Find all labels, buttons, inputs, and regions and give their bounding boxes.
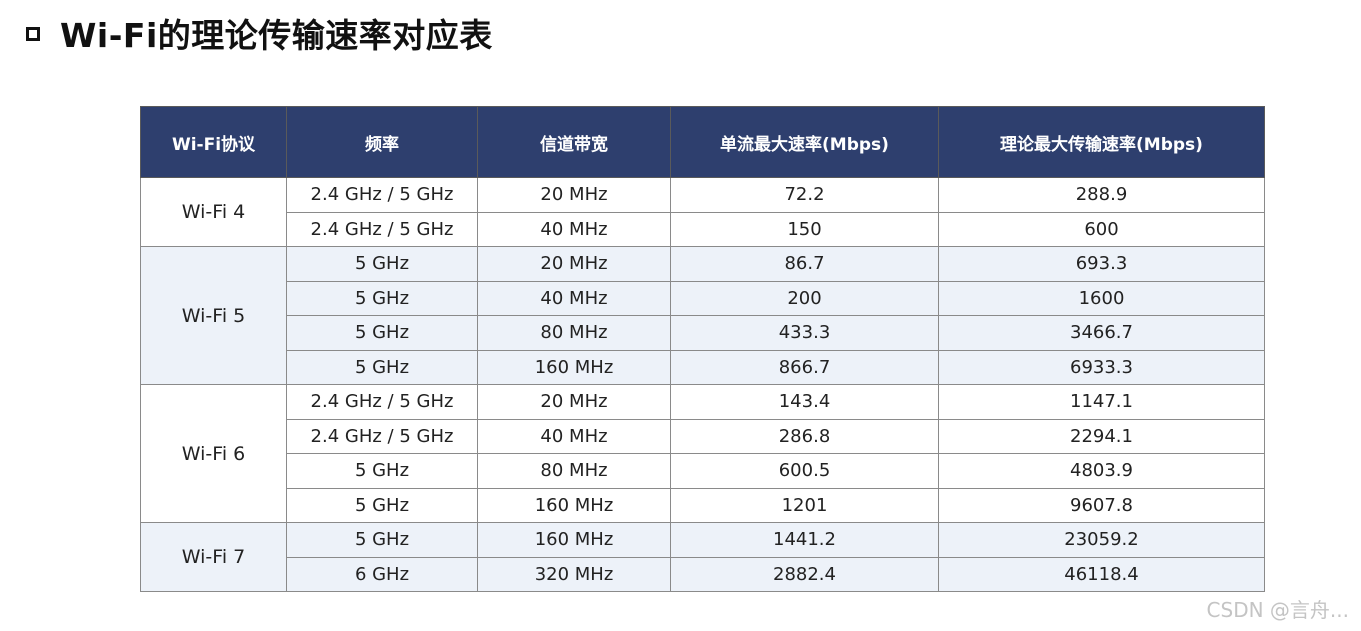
- max-rate-cell: 6933.3: [938, 349, 1265, 385]
- csdn-watermark: CSDN @言舟...: [1206, 598, 1349, 622]
- max-rate-cell: 9607.8: [938, 487, 1265, 523]
- table-row: 5 GHz 40 MHz 200 1600: [141, 280, 1265, 316]
- frequency-cell: 2.4 GHz / 5 GHz: [286, 211, 478, 247]
- header-single-stream-rate: 单流最大速率(Mbps): [670, 106, 939, 178]
- bandwidth-cell: 80 MHz: [477, 315, 671, 351]
- bandwidth-cell: 320 MHz: [477, 556, 671, 592]
- bandwidth-cell: 20 MHz: [477, 177, 671, 213]
- table-row: Wi-Fi 7 5 GHz 160 MHz 1441.2 23059.2: [140, 522, 1265, 592]
- max-rate-cell: 693.3: [938, 246, 1265, 282]
- single-stream-cell: 286.8: [670, 418, 939, 454]
- max-rate-cell: 1147.1: [938, 384, 1265, 420]
- frequency-cell: 2.4 GHz / 5 GHz: [286, 177, 478, 213]
- bandwidth-cell: 20 MHz: [477, 246, 671, 282]
- table-row: 5 GHz 160 MHz 866.7 6933.3: [141, 349, 1265, 385]
- table-row: Wi-Fi 4 2.4 GHz / 5 GHz 20 MHz 72.2 288.…: [140, 177, 1265, 247]
- bandwidth-cell: 160 MHz: [477, 349, 671, 385]
- table-row: 5 GHz 160 MHz 1201 9607.8: [141, 487, 1265, 523]
- max-rate-cell: 1600: [938, 280, 1265, 316]
- frequency-cell: 6 GHz: [286, 556, 478, 592]
- frequency-cell: 5 GHz: [286, 453, 478, 489]
- protocol-cell: Wi-Fi 7: [140, 522, 287, 592]
- frequency-cell: 2.4 GHz / 5 GHz: [286, 418, 478, 454]
- bandwidth-cell: 160 MHz: [477, 487, 671, 523]
- table-row: 2.4 GHz / 5 GHz 40 MHz 150 600: [141, 211, 1265, 247]
- wifi-rate-table: Wi-Fi协议 频率 信道带宽 单流最大速率(Mbps) 理论最大传输速率(Mb…: [140, 106, 1265, 592]
- bandwidth-cell: 40 MHz: [477, 418, 671, 454]
- header-max-rate: 理论最大传输速率(Mbps): [938, 106, 1265, 178]
- max-rate-cell: 2294.1: [938, 418, 1265, 454]
- frequency-cell: 5 GHz: [286, 349, 478, 385]
- table-row: 5 GHz 80 MHz 433.3 3466.7: [141, 315, 1265, 351]
- frequency-cell: 5 GHz: [286, 522, 478, 558]
- bandwidth-cell: 160 MHz: [477, 522, 671, 558]
- bandwidth-cell: 40 MHz: [477, 280, 671, 316]
- header-bandwidth: 信道带宽: [477, 106, 671, 178]
- max-rate-cell: 3466.7: [938, 315, 1265, 351]
- table-row: Wi-Fi 5 5 GHz 20 MHz 86.7 693.3: [140, 246, 1265, 385]
- single-stream-cell: 200: [670, 280, 939, 316]
- single-stream-cell: 86.7: [670, 246, 939, 282]
- bandwidth-cell: 40 MHz: [477, 211, 671, 247]
- bandwidth-cell: 20 MHz: [477, 384, 671, 420]
- header-frequency: 频率: [286, 106, 478, 178]
- header-protocol: Wi-Fi协议: [140, 106, 287, 178]
- frequency-cell: 2.4 GHz / 5 GHz: [286, 384, 478, 420]
- single-stream-cell: 150: [670, 211, 939, 247]
- page-title-row: Wi-Fi的理论传输速率对应表: [26, 10, 493, 56]
- table-row: 5 GHz 80 MHz 600.5 4803.9: [141, 453, 1265, 489]
- single-stream-cell: 1441.2: [670, 522, 939, 558]
- single-stream-cell: 433.3: [670, 315, 939, 351]
- table-header-row: Wi-Fi协议 频率 信道带宽 单流最大速率(Mbps) 理论最大传输速率(Mb…: [140, 106, 1265, 178]
- table-row: Wi-Fi 6 2.4 GHz / 5 GHz 20 MHz 143.4 114…: [140, 384, 1265, 523]
- frequency-cell: 5 GHz: [286, 280, 478, 316]
- single-stream-cell: 1201: [670, 487, 939, 523]
- max-rate-cell: 46118.4: [938, 556, 1265, 592]
- frequency-cell: 5 GHz: [286, 246, 478, 282]
- frequency-cell: 5 GHz: [286, 315, 478, 351]
- single-stream-cell: 2882.4: [670, 556, 939, 592]
- single-stream-cell: 600.5: [670, 453, 939, 489]
- bandwidth-cell: 80 MHz: [477, 453, 671, 489]
- table-row: 6 GHz 320 MHz 2882.4 46118.4: [141, 556, 1265, 592]
- single-stream-cell: 143.4: [670, 384, 939, 420]
- protocol-cell: Wi-Fi 4: [140, 177, 287, 247]
- frequency-cell: 5 GHz: [286, 487, 478, 523]
- single-stream-cell: 72.2: [670, 177, 939, 213]
- protocol-cell: Wi-Fi 6: [140, 384, 287, 523]
- max-rate-cell: 23059.2: [938, 522, 1265, 558]
- max-rate-cell: 600: [938, 211, 1265, 247]
- max-rate-cell: 288.9: [938, 177, 1265, 213]
- protocol-cell: Wi-Fi 5: [140, 246, 287, 385]
- single-stream-cell: 866.7: [670, 349, 939, 385]
- table-row: 2.4 GHz / 5 GHz 40 MHz 286.8 2294.1: [141, 418, 1265, 454]
- square-bullet-icon: [26, 27, 40, 41]
- page-title: Wi-Fi的理论传输速率对应表: [60, 16, 493, 55]
- max-rate-cell: 4803.9: [938, 453, 1265, 489]
